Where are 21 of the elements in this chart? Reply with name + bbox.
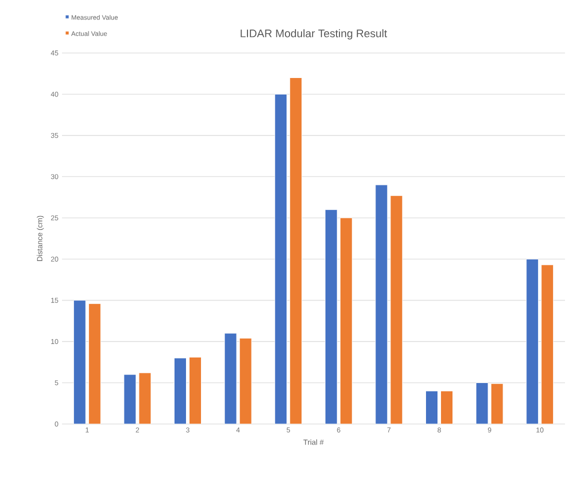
bar [239,338,252,424]
bar [324,209,338,424]
bar [174,358,187,424]
bar [390,195,403,424]
bar [224,333,237,424]
bar [73,300,86,424]
bar [541,264,554,424]
bar [476,382,488,424]
bar [375,184,388,424]
bar [124,374,136,424]
bar [340,218,352,424]
chart-title: LIDAR Modular Testing Result [240,29,388,40]
bar [88,303,101,424]
bar [290,77,302,424]
bar [426,390,438,424]
bar [189,356,202,424]
bar [440,390,454,424]
bar [526,258,539,424]
bar [138,372,152,424]
bar [274,94,288,424]
bar [490,383,504,424]
